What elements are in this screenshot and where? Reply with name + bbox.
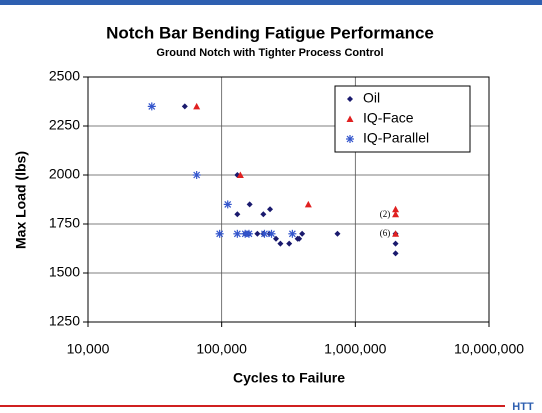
point: [267, 229, 276, 238]
point: [267, 206, 274, 213]
point-stroke: [216, 230, 224, 238]
y-tick-label: 1500: [49, 264, 80, 280]
point-stroke: [245, 230, 253, 238]
y-tick-label: 1750: [49, 215, 80, 231]
x-tick-label: 1,000,000: [324, 341, 386, 357]
point-stroke: [288, 230, 296, 238]
point-stroke: [233, 230, 241, 238]
point: [233, 229, 242, 238]
point: [147, 102, 156, 111]
top-bar: [0, 0, 542, 5]
annotation: (2): [380, 209, 391, 219]
point: [392, 205, 400, 213]
x-tick-label: 10,000: [67, 341, 110, 357]
legend-marker: [346, 135, 354, 143]
point: [392, 250, 399, 257]
plot-border: [87, 76, 490, 323]
point: [215, 229, 224, 238]
point: [299, 230, 306, 237]
point: [234, 211, 241, 218]
point: [260, 211, 267, 218]
point-stroke: [224, 200, 232, 208]
logo: HTT: [512, 401, 534, 413]
x-tick-label: 10,000,000: [454, 341, 524, 357]
point: [260, 229, 269, 238]
y-tick-label: 2500: [49, 68, 80, 84]
point: [296, 235, 303, 242]
point: [286, 240, 293, 247]
y-tick-label: 2000: [49, 166, 80, 182]
point: [246, 201, 253, 208]
point: [193, 102, 201, 110]
x-axis-title: Cycles to Failure: [233, 370, 345, 386]
y-tick-label: 1250: [49, 313, 80, 329]
legend-marker: [347, 96, 353, 102]
chart-subtitle: Ground Notch with Tighter Process Contro…: [156, 47, 383, 59]
point: [244, 229, 253, 238]
legend-marker: [346, 115, 354, 122]
point: [392, 210, 400, 218]
legend-label: Oil: [363, 90, 380, 106]
y-axis-title: Max Load (lbs): [13, 151, 29, 249]
point: [392, 230, 400, 237]
point-stroke: [193, 171, 201, 179]
legend-box: [334, 85, 471, 153]
point: [334, 230, 341, 237]
annotation: (6): [380, 228, 391, 238]
legend-label: IQ-Parallel: [363, 130, 429, 146]
point: [192, 171, 201, 179]
point: [181, 103, 188, 110]
point: [304, 200, 312, 208]
point-stroke: [346, 135, 354, 143]
point-stroke: [148, 102, 156, 110]
point: [273, 235, 280, 242]
point: [392, 240, 399, 247]
point: [223, 200, 232, 209]
point: [254, 230, 261, 237]
chart-title: Notch Bar Bending Fatigue Performance: [106, 23, 434, 42]
point: [277, 240, 284, 247]
x-tick-label: 100,000: [196, 341, 247, 357]
point: [236, 171, 244, 178]
point-stroke: [268, 230, 275, 238]
point: [288, 229, 297, 238]
y-tick-label: 2250: [49, 117, 80, 133]
legend-label: IQ-Face: [363, 110, 414, 126]
point-stroke: [261, 230, 268, 238]
